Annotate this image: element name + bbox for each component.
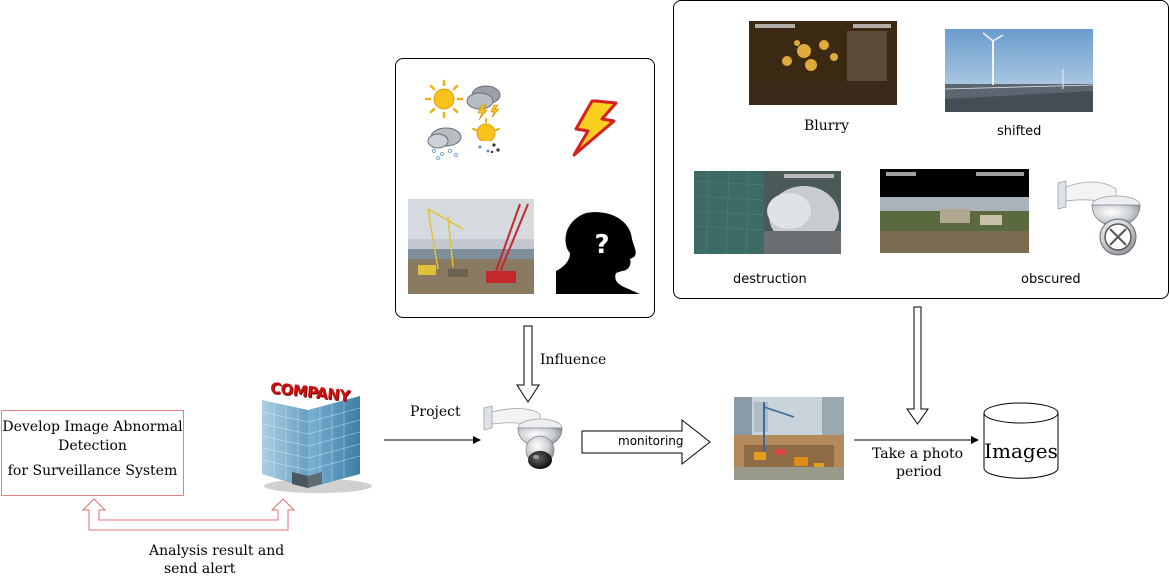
database-icon [983,402,1059,479]
feedback-arrow [81,498,296,531]
lightning-icon [572,99,618,157]
destruction-photo [694,171,841,254]
images-database: Images [981,402,1061,480]
feedback-label-line2: send alert [164,561,236,577]
images-label: Images [984,439,1058,463]
camera-icon [483,405,563,469]
unknown-person-icon: ? [556,212,640,294]
take-photo-label-line2: period [896,464,942,480]
system-box-line1: Develop Image Abnormal [2,419,183,435]
shifted-photo [945,29,1093,112]
building-icon [261,396,372,493]
disabled-camera [1054,171,1154,263]
surveillance-camera [478,398,578,478]
sun-icon [424,79,464,119]
take-photo-arrow [854,436,979,444]
construction-site-photo [734,397,844,480]
feedback-label-line1: Analysis result and [149,543,285,559]
snow-cloud-icon [427,127,462,160]
influence-factors-panel: ? [395,58,655,318]
monitoring-label: monitoring [618,434,684,448]
obscured-label: obscured [1021,272,1081,287]
monitoring-arrow [581,418,711,466]
blurry-label: Blurry [804,118,850,134]
disabled-camera-icon [1057,180,1141,256]
abnormal-arrow [906,306,929,425]
unknown-person: ? [556,209,640,294]
sleet-sun-icon [472,118,502,155]
obscured-photo [880,169,1029,253]
thunderstorm-icon [466,85,501,121]
company-building: COMPANY [250,379,375,494]
shifted-label: shifted [997,124,1042,139]
abnormal-types-panel: Blurry shifted [673,0,1169,299]
blurry-photo [749,21,897,105]
system-box: Develop Image Abnormal Detection for Sur… [1,410,184,496]
project-arrow [384,436,481,444]
lightning [566,99,622,159]
influence-label: Influence [540,352,607,368]
weather-icons [424,79,508,161]
system-box-line2: Detection [58,438,127,454]
svg-text:?: ? [594,230,609,260]
system-box-line3: for Surveillance System [7,463,178,479]
cranes-photo [408,199,534,294]
project-label: Project [410,404,461,420]
take-photo-label-line1: Take a photo [872,446,964,462]
destruction-label: destruction [733,272,807,287]
influence-arrow [516,325,540,403]
